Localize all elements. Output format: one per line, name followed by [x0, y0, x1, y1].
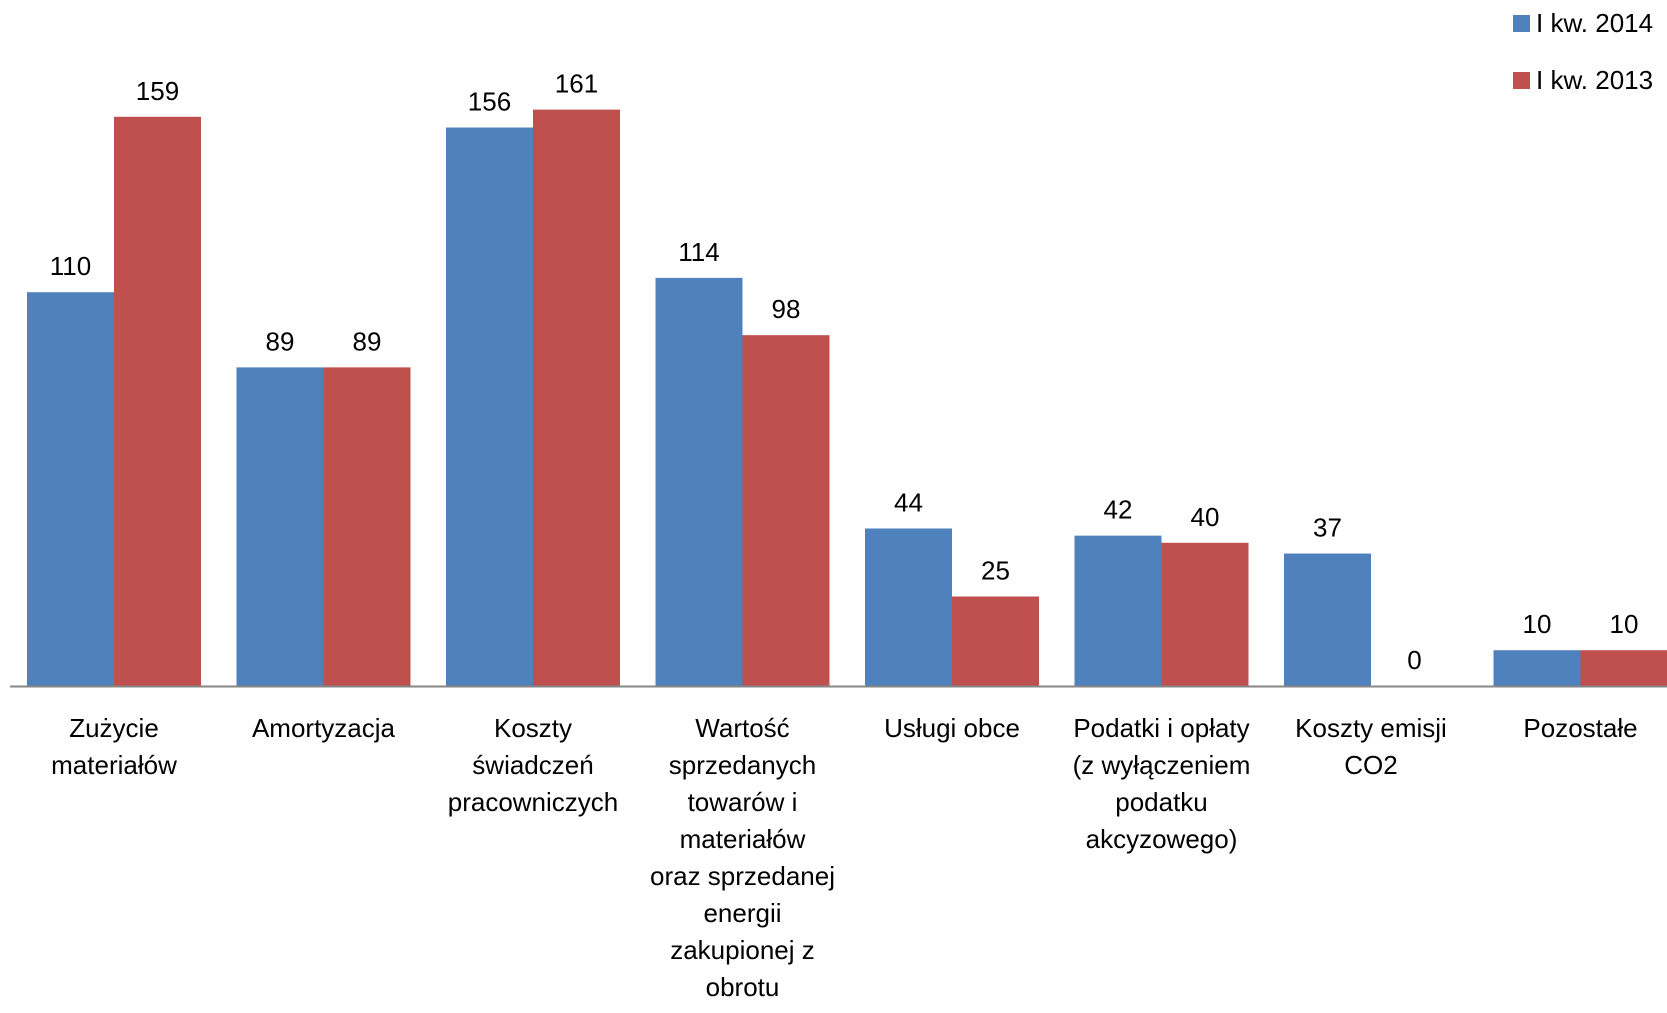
data-label-series-1-cat-5: 40: [1191, 502, 1220, 532]
category-label-3: Wartość sprzedanych towarów i materiałów ora…: [650, 713, 835, 1002]
legend: I kw. 2014 I kw. 2013: [1513, 8, 1653, 122]
legend-label-series-0: I kw. 2014: [1536, 7, 1654, 38]
bar-series-0-cat-2: [446, 127, 533, 686]
data-label-series-0-cat-4: 44: [894, 487, 923, 517]
legend-swatch-series-1: [1513, 71, 1530, 89]
data-label-series-1-cat-4: 25: [981, 556, 1010, 586]
category-label-5: Podatki i opłaty (z wyłączeniem podatku akc…: [1072, 713, 1251, 854]
category-label-6: Koszty emisji CO2: [1295, 713, 1447, 780]
legend-label-series-1: I kw. 2013: [1536, 64, 1654, 95]
bar-series-1-cat-2: [533, 109, 620, 687]
data-label-series-0-cat-3: 114: [678, 237, 719, 267]
data-label-series-0-cat-7: 10: [1523, 609, 1552, 639]
bar-series-0-cat-0: [27, 292, 114, 686]
bar-series-0-cat-3: [655, 277, 743, 686]
data-label-series-1-cat-6: 0: [1407, 645, 1421, 675]
data-label-series-1-cat-7: 10: [1610, 609, 1639, 639]
bar-series-0-cat-1: [236, 367, 324, 686]
bar-series-0-cat-6: [1284, 553, 1371, 686]
bar-series-1-cat-5: [1161, 542, 1249, 686]
data-label-series-1-cat-1: 89: [353, 326, 382, 356]
category-label-0: Zużycie materiałów: [51, 713, 177, 780]
bar-series-0-cat-7: [1493, 650, 1581, 686]
legend-swatch-series-0: [1513, 14, 1530, 32]
category-label-7: Pozostałe: [1523, 713, 1638, 743]
data-label-series-0-cat-5: 42: [1104, 495, 1133, 525]
data-label-series-0-cat-2: 156: [468, 87, 511, 117]
bar-series-1-cat-0: [114, 116, 201, 686]
legend-item-series-0: I kw. 2014: [1513, 8, 1653, 38]
bar-series-1-cat-3: [742, 335, 830, 686]
data-label-series-1-cat-3: 98: [772, 294, 801, 324]
legend-item-series-1: I kw. 2013: [1513, 65, 1653, 95]
data-label-series-0-cat-6: 37: [1313, 513, 1342, 543]
bar-series-1-cat-1: [323, 367, 411, 686]
data-label-series-1-cat-2: 161: [555, 69, 598, 99]
data-label-series-0-cat-1: 89: [266, 326, 295, 356]
bar-series-1-cat-7: [1580, 650, 1667, 686]
bar-series-0-cat-4: [865, 528, 952, 686]
bar-series-1-cat-4: [952, 596, 1039, 686]
category-label-1: Amortyzacja: [251, 713, 396, 743]
bar-series-0-cat-5: [1074, 535, 1162, 686]
data-label-series-0-cat-0: 110: [50, 251, 91, 281]
data-label-series-1-cat-0: 159: [136, 76, 179, 106]
category-label-4: Usługi obce: [884, 713, 1020, 743]
category-label-2: Koszty świadczeń pracowniczych: [447, 713, 619, 817]
